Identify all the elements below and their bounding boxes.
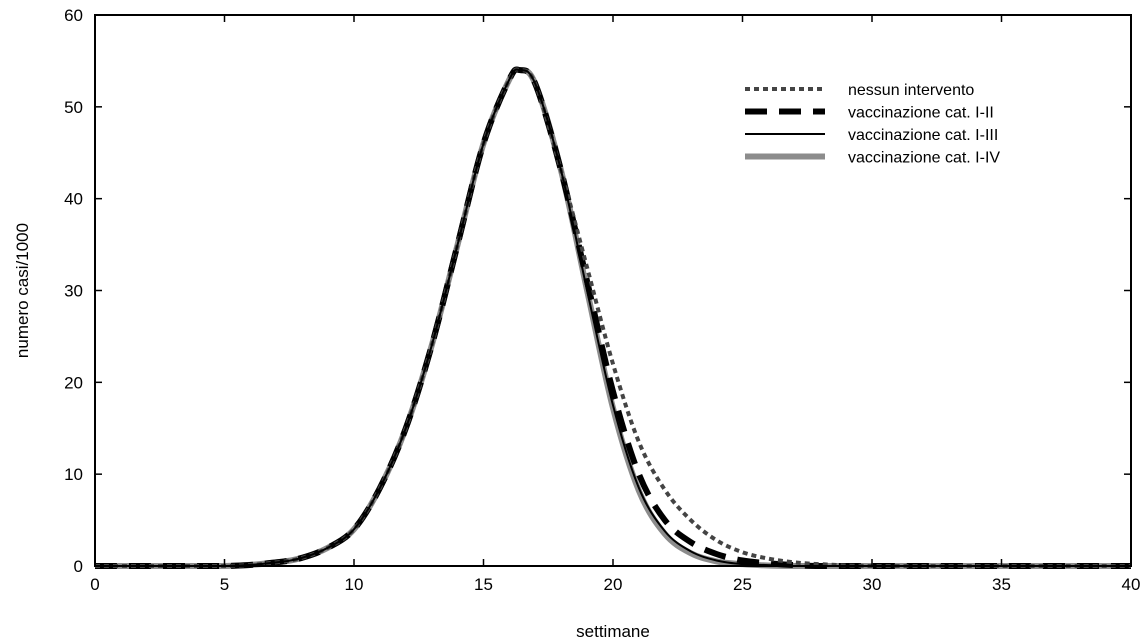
x-tick-label: 30 (863, 575, 882, 594)
x-tick-label: 10 (345, 575, 364, 594)
y-tick-label: 50 (64, 98, 83, 117)
legend-label-1: nessun intervento (848, 82, 974, 99)
y-tick-label: 20 (64, 373, 83, 392)
x-tick-label: 0 (90, 575, 99, 594)
x-tick-label: 5 (220, 575, 229, 594)
y-tick-label: 0 (74, 557, 83, 576)
x-axis-title: settimane (576, 622, 650, 641)
x-tick-label: 25 (733, 575, 752, 594)
legend-label-4: vaccinazione cat. I-IV (848, 150, 1000, 167)
y-tick-label: 40 (64, 190, 83, 209)
y-tick-label: 10 (64, 465, 83, 484)
x-tick-label: 40 (1122, 575, 1141, 594)
x-tick-label: 20 (604, 575, 623, 594)
legend-label-2: vaccinazione cat. I-II (848, 105, 994, 122)
y-tick-label: 60 (64, 6, 83, 25)
y-axis-title: numero casi/1000 (13, 223, 32, 358)
y-tick-label: 30 (64, 282, 83, 301)
legend-label-3: vaccinazione cat. I-III (848, 127, 998, 144)
legend: nessun intervento vaccinazione cat. I-II v… (745, 82, 1000, 167)
plot-frame (94, 14, 1132, 567)
x-tick-label: 15 (474, 575, 493, 594)
x-tick-label: 35 (992, 575, 1011, 594)
ticks-layer: 0 5 10 15 20 25 30 35 40 0 10 20 30 40 50 60 (64, 6, 1140, 594)
